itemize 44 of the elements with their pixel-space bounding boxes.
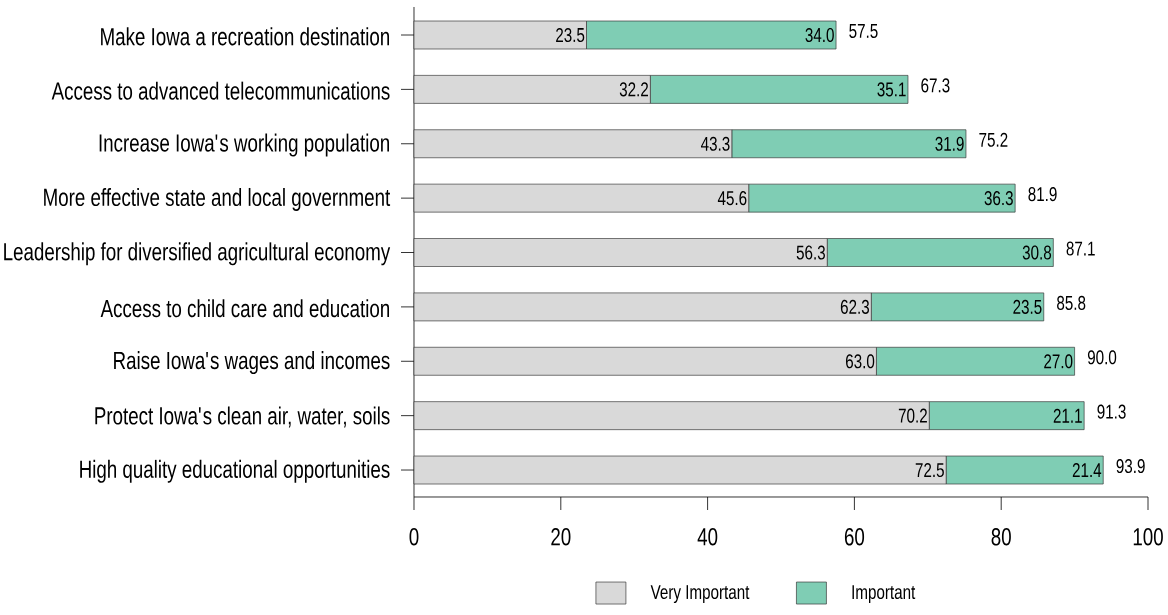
x-tick-label: 60 (844, 528, 865, 546)
y-tick-label: High quality educational opportunities (80, 459, 390, 483)
y-tick-label: Raise Iowa's wages and incomes (114, 351, 390, 375)
data-label: 63.0 (846, 354, 875, 369)
x-tick-label: 20 (551, 528, 571, 546)
data-label: 34.0 (805, 27, 834, 43)
data-label: 72.5 (915, 462, 944, 478)
data-label: 35.1 (877, 82, 906, 97)
data-label: 45.6 (717, 191, 747, 206)
y-tick-label: Access to advanced telecommunications (51, 81, 390, 100)
total-label: 81.9 (1028, 187, 1057, 202)
data-label: 36.3 (984, 191, 1013, 206)
data-label: 30.8 (1022, 245, 1052, 260)
legend-label: Very Important (650, 585, 750, 604)
total-label: 87.1 (1066, 241, 1095, 256)
data-label: 23.5 (1013, 299, 1042, 314)
data-label: 31.9 (935, 136, 964, 151)
x-tick-label: 80 (991, 528, 1011, 546)
total-label: 90.0 (1087, 350, 1117, 365)
y-tick-label: More effective state and local government (44, 187, 391, 211)
y-tick-label: Leadership for diversified agricultural economy (4, 242, 391, 266)
data-label: 43.3 (701, 136, 730, 151)
data-label: 21.4 (1072, 463, 1102, 478)
data-label: 23.5 (556, 27, 585, 43)
data-label: 32.2 (619, 82, 648, 97)
x-tick-label: 0 (409, 528, 419, 546)
data-label: 70.2 (898, 408, 927, 423)
x-tick-label: 100 (1133, 528, 1163, 546)
x-tick-label: 40 (697, 528, 718, 546)
total-label: 57.5 (849, 24, 878, 38)
data-label: 56.3 (796, 245, 825, 260)
legend-label: Important (852, 585, 916, 604)
data-label: 27.0 (1044, 354, 1073, 369)
total-label: 93.9 (1116, 458, 1145, 474)
total-label: 85.8 (1057, 295, 1086, 310)
total-label: 67.3 (921, 78, 950, 93)
total-label: 91.3 (1097, 404, 1126, 419)
y-tick-label: Increase Iowa's working population (99, 133, 389, 157)
y-tick-label: Access to child care and education (100, 299, 390, 318)
data-label: 21.1 (1053, 408, 1082, 423)
total-label: 75.2 (979, 132, 1008, 147)
y-tick-label: Protect Iowa's clean air, water, soils (95, 406, 390, 428)
data-label: 62.3 (840, 299, 870, 314)
y-tick-label: Make Iowa a recreation destination (101, 27, 390, 46)
